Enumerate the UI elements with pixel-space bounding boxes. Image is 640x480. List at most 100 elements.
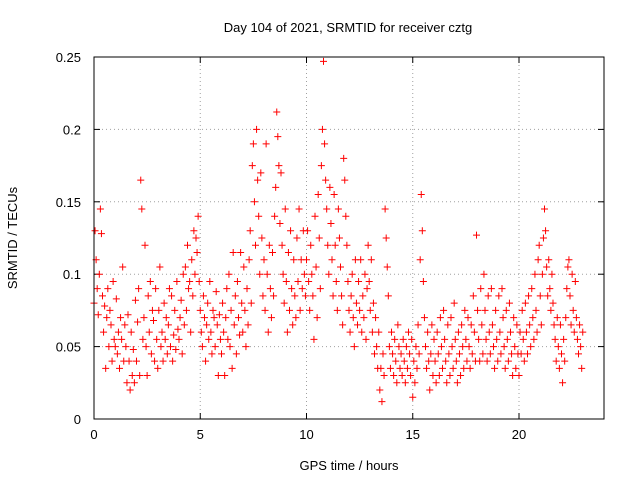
data-point xyxy=(231,292,239,300)
data-point xyxy=(474,306,482,314)
data-point xyxy=(281,205,289,213)
data-point xyxy=(371,350,378,358)
data-point xyxy=(103,314,111,322)
y-tick-label: 0.25 xyxy=(56,50,81,65)
data-point xyxy=(178,350,186,358)
data-point xyxy=(108,357,116,365)
data-point xyxy=(96,205,104,213)
data-point xyxy=(271,212,279,220)
data-point xyxy=(220,328,228,336)
data-point xyxy=(348,270,356,278)
data-point xyxy=(318,125,326,133)
data-point xyxy=(155,306,163,314)
data-point xyxy=(167,343,174,351)
data-point xyxy=(300,270,308,278)
data-point xyxy=(176,314,184,322)
data-point xyxy=(528,285,536,293)
data-point xyxy=(344,277,352,285)
data-point xyxy=(303,256,310,264)
data-point xyxy=(503,335,511,343)
x-tick-label: 0 xyxy=(90,427,97,442)
data-point xyxy=(538,270,546,278)
data-point xyxy=(162,314,170,322)
data-point xyxy=(517,350,525,358)
data-point xyxy=(99,292,106,300)
data-point xyxy=(233,277,241,285)
data-point xyxy=(428,321,436,329)
data-point xyxy=(485,328,493,336)
data-point xyxy=(479,350,487,358)
data-point xyxy=(393,379,401,387)
data-point xyxy=(566,292,574,300)
data-point xyxy=(507,328,514,336)
data-point xyxy=(204,299,212,307)
data-point xyxy=(110,335,118,343)
data-point xyxy=(95,270,103,278)
data-point xyxy=(122,343,130,351)
data-point xyxy=(232,350,240,358)
data-point xyxy=(218,350,225,358)
data-point xyxy=(144,292,152,300)
data-point xyxy=(444,321,452,329)
data-point xyxy=(575,350,582,358)
data-point xyxy=(202,357,210,365)
data-point xyxy=(415,350,423,358)
data-point xyxy=(131,296,139,304)
data-point xyxy=(442,357,450,365)
data-point xyxy=(322,176,330,184)
data-point xyxy=(446,372,454,380)
data-point xyxy=(476,357,484,365)
data-point xyxy=(126,386,134,394)
data-point xyxy=(390,372,398,380)
data-point xyxy=(307,241,315,249)
data-point xyxy=(530,335,538,343)
data-point xyxy=(451,335,459,343)
data-point xyxy=(448,343,456,351)
data-point xyxy=(350,343,358,351)
data-point xyxy=(358,328,366,336)
data-point xyxy=(524,350,531,358)
data-point xyxy=(208,350,216,358)
data-point xyxy=(328,256,336,264)
data-point xyxy=(402,343,410,351)
data-point xyxy=(488,321,496,329)
data-point xyxy=(118,335,126,343)
data-point xyxy=(355,277,363,285)
data-point xyxy=(376,386,384,394)
chart-title: Day 104 of 2021, SRMTID for receiver czt… xyxy=(224,20,473,35)
data-point xyxy=(221,372,229,380)
data-point xyxy=(164,321,172,329)
data-point xyxy=(163,350,171,358)
data-point xyxy=(435,372,443,380)
data-point xyxy=(263,270,271,278)
data-point xyxy=(440,306,448,314)
data-point xyxy=(284,248,292,256)
data-point xyxy=(309,292,317,300)
data-point xyxy=(238,299,246,307)
data-point xyxy=(91,227,99,235)
data-point xyxy=(187,328,195,336)
data-point xyxy=(388,328,395,336)
data-point xyxy=(569,306,577,314)
data-point xyxy=(153,335,161,343)
data-point xyxy=(520,357,528,365)
x-tick-label: 20 xyxy=(512,427,526,442)
data-point xyxy=(245,256,253,264)
data-point xyxy=(330,191,338,199)
data-point xyxy=(525,292,533,300)
data-point xyxy=(577,343,585,351)
data-point xyxy=(283,328,291,336)
data-point xyxy=(382,234,390,242)
data-point xyxy=(491,364,499,372)
data-point xyxy=(433,328,441,336)
data-point xyxy=(201,314,208,322)
data-point xyxy=(391,335,399,343)
data-point xyxy=(429,372,437,380)
data-point xyxy=(368,328,376,336)
data-point xyxy=(180,321,188,329)
data-point xyxy=(306,306,314,314)
axis-ticks: 0 5 10 15 20 0 0.05 0.1 0.15 0.2 0.25 xyxy=(56,50,604,442)
data-point xyxy=(338,292,346,300)
data-point xyxy=(212,288,220,296)
data-point xyxy=(419,277,427,285)
